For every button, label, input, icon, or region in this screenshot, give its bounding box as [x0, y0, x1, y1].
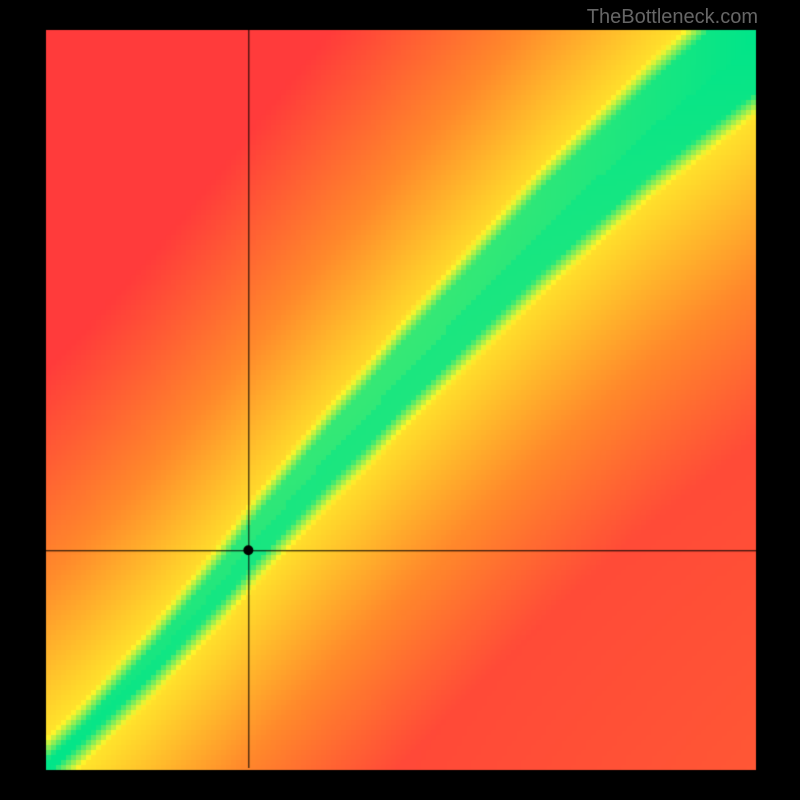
bottleneck-heatmap-chart: TheBottleneck.com [0, 0, 800, 800]
heatmap-canvas [0, 0, 800, 800]
watermark-text: TheBottleneck.com [587, 6, 758, 29]
